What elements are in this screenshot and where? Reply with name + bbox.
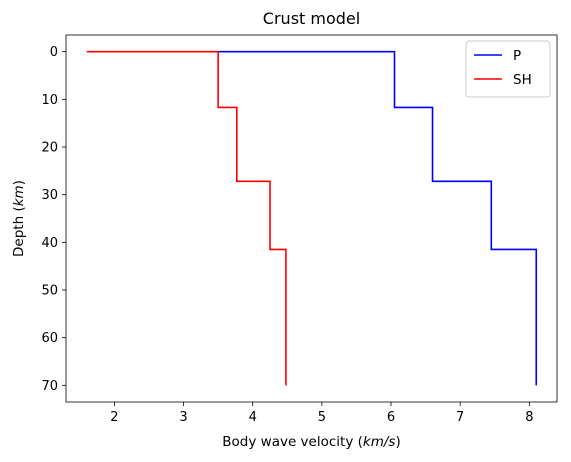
y-axis: 0 10 20 30 40 50 60 70 — [41, 45, 66, 394]
x-tick-label: 3 — [179, 410, 187, 425]
series-layer — [86, 50, 538, 386]
y-tick-label: 60 — [41, 331, 58, 346]
y-axis-label: Depth (km) — [11, 180, 27, 257]
y-tick-label: 20 — [41, 141, 58, 156]
chart-title: Crust model — [263, 9, 360, 28]
y-tick-label: 40 — [41, 236, 58, 251]
plot-frame — [65, 34, 558, 403]
y-tick-label: 70 — [41, 379, 58, 394]
x-tick-label: 4 — [249, 410, 257, 425]
legend-label-sh: SH — [513, 72, 532, 88]
x-tick-label: 6 — [387, 410, 395, 425]
legend: P SH — [465, 40, 551, 98]
y-tick-label: 0 — [50, 45, 58, 60]
legend-box — [465, 40, 551, 98]
series-line-p — [218, 50, 538, 386]
y-tick-label: 10 — [41, 93, 58, 108]
x-axis-label: Body wave velocity (km/s) — [222, 434, 400, 450]
x-tick-label: 5 — [318, 410, 326, 425]
x-tick-label: 8 — [525, 410, 533, 425]
x-tick-label: 7 — [456, 410, 464, 425]
x-tick-label: 2 — [110, 410, 118, 425]
x-axis: 2 3 4 5 6 7 8 — [110, 402, 533, 425]
y-tick-label: 30 — [41, 188, 58, 203]
y-tick-label: 50 — [41, 283, 58, 298]
legend-label-p: P — [513, 48, 521, 64]
series-line-sh — [86, 50, 287, 386]
